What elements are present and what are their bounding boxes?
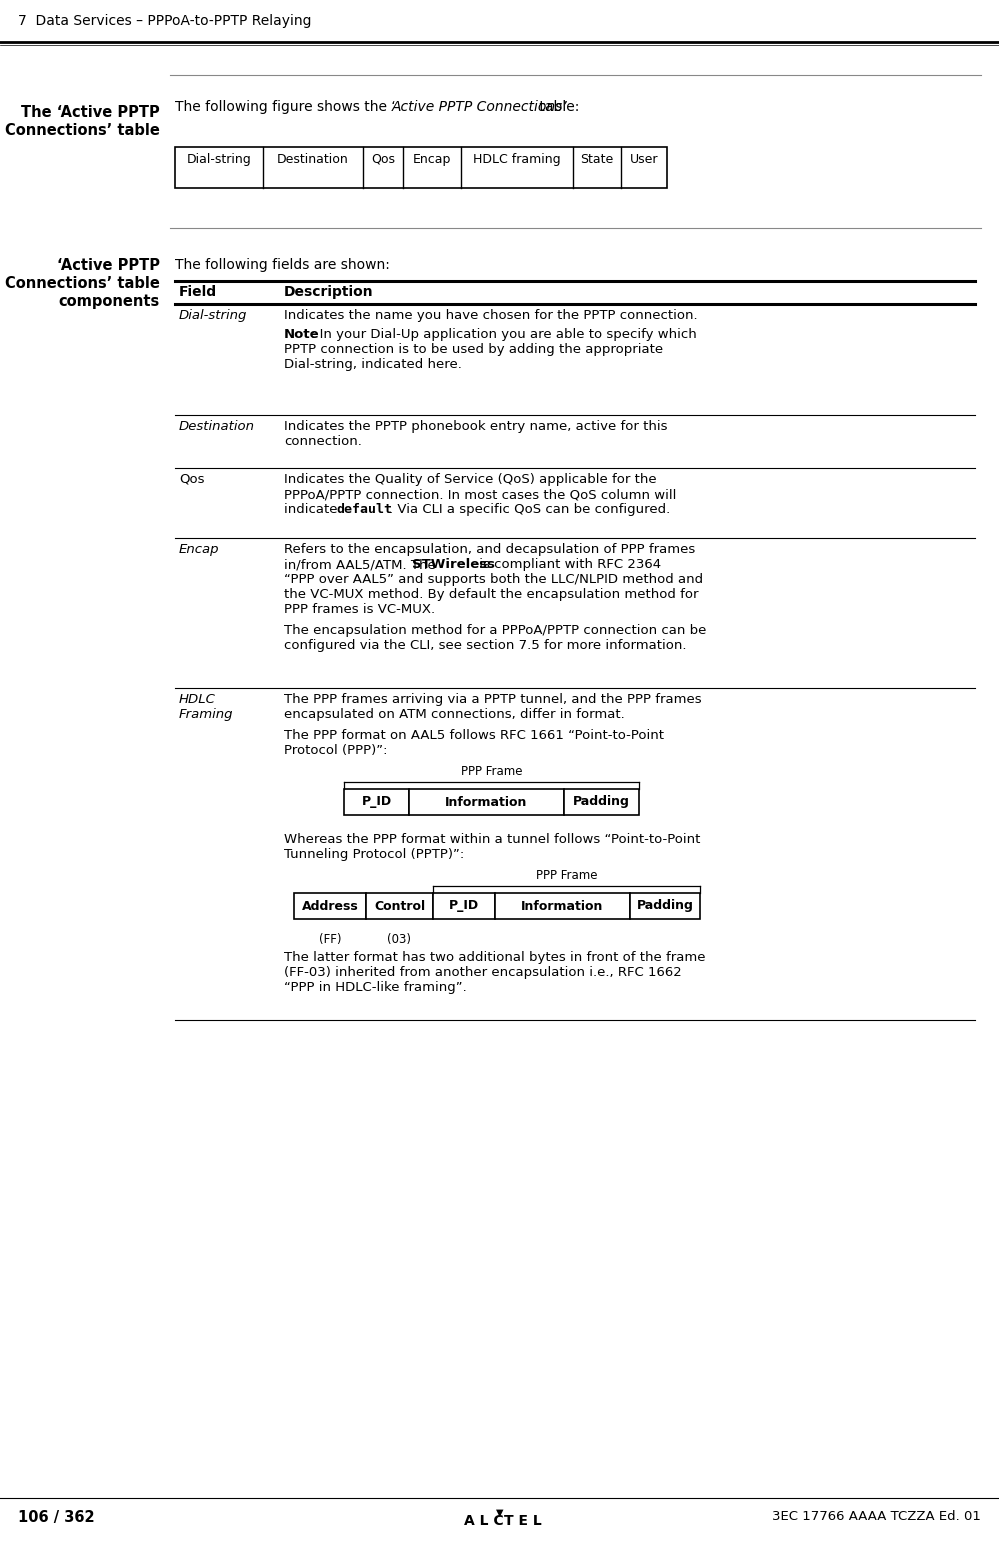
Text: Information: Information [521, 900, 603, 912]
Text: (03): (03) [387, 934, 411, 946]
Text: T E L: T E L [504, 1514, 542, 1528]
Text: Indicates the name you have chosen for the PPTP connection.: Indicates the name you have chosen for t… [284, 309, 697, 322]
Text: in/from AAL5/ATM. The: in/from AAL5/ATM. The [284, 559, 440, 571]
Text: Active PPTP Connections’: Active PPTP Connections’ [392, 100, 567, 114]
Text: The following figure shows the ‘: The following figure shows the ‘ [175, 100, 396, 114]
Text: Encap: Encap [413, 153, 452, 167]
Text: P_ID: P_ID [362, 796, 392, 809]
Bar [564, 788, 639, 815]
Text: Indicates the PPTP phonebook entry name, active for this: Indicates the PPTP phonebook entry name,… [284, 420, 667, 434]
Text: Address: Address [302, 900, 359, 912]
Text: Qos: Qos [371, 153, 395, 167]
Text: Field: Field [179, 285, 217, 299]
Text: components: components [59, 295, 160, 309]
Text: Indicates the Quality of Service (QoS) applicable for the: Indicates the Quality of Service (QoS) a… [284, 474, 656, 486]
Bar [344, 788, 409, 815]
Text: PPP Frame: PPP Frame [535, 869, 597, 883]
Text: Qos: Qos [179, 474, 205, 486]
Text: Dial-string: Dial-string [187, 153, 252, 167]
Text: configured via the CLI, see section 7.5 for more information.: configured via the CLI, see section 7.5 … [284, 639, 686, 653]
Bar [294, 893, 366, 920]
Text: Description: Description [284, 285, 374, 299]
Text: The encapsulation method for a PPPoA/PPTP connection can be: The encapsulation method for a PPPoA/PPT… [284, 623, 706, 637]
Text: Destination: Destination [179, 420, 255, 434]
Text: P_ID: P_ID [449, 900, 480, 912]
Text: HDLC: HDLC [179, 693, 216, 707]
Text: The PPP frames arriving via a PPTP tunnel, and the PPP frames: The PPP frames arriving via a PPTP tunne… [284, 693, 701, 707]
Text: . Via CLI a specific QoS can be configured.: . Via CLI a specific QoS can be configur… [389, 503, 670, 515]
Text: “PPP over AAL5” and supports both the LLC/NLPID method and: “PPP over AAL5” and supports both the LL… [284, 572, 703, 586]
Text: PPTP connection is to be used by adding the appropriate: PPTP connection is to be used by adding … [284, 343, 663, 356]
Text: 7  Data Services – PPPoA-to-PPTP Relaying: 7 Data Services – PPPoA-to-PPTP Relaying [18, 14, 312, 28]
Text: indicate: indicate [284, 503, 342, 515]
Bar [630, 893, 700, 920]
Bar [366, 893, 433, 920]
Text: default: default [337, 503, 393, 515]
Text: Framing: Framing [179, 708, 234, 721]
Text: The following fields are shown:: The following fields are shown: [175, 258, 390, 272]
Text: The latter format has two additional bytes in front of the frame: The latter format has two additional byt… [284, 950, 705, 964]
Text: Tunneling Protocol (PPTP)”:: Tunneling Protocol (PPTP)”: [284, 849, 465, 861]
Text: (FF): (FF) [319, 934, 342, 946]
Text: Control: Control [374, 900, 425, 912]
Text: A L C: A L C [465, 1514, 504, 1528]
Text: Protocol (PPP)”:: Protocol (PPP)”: [284, 744, 388, 758]
Text: The PPP format on AAL5 follows RFC 1661 “Point-to-Point: The PPP format on AAL5 follows RFC 1661 … [284, 728, 664, 742]
Text: State: State [580, 153, 613, 167]
Text: is compliant with RFC 2364: is compliant with RFC 2364 [475, 559, 660, 571]
Bar [175, 147, 667, 188]
Text: Dial-string: Dial-string [179, 309, 248, 322]
Text: connection.: connection. [284, 435, 362, 447]
Text: “PPP in HDLC-like framing”.: “PPP in HDLC-like framing”. [284, 981, 467, 994]
Text: HDLC framing: HDLC framing [474, 153, 560, 167]
Bar [409, 788, 564, 815]
Text: Padding: Padding [573, 796, 630, 809]
Text: encapsulated on ATM connections, differ in format.: encapsulated on ATM connections, differ … [284, 708, 624, 721]
Text: The ‘Active PPTP: The ‘Active PPTP [21, 105, 160, 120]
Text: : In your Dial-Up application you are able to specify which: : In your Dial-Up application you are ab… [312, 329, 697, 341]
Text: 106 / 362: 106 / 362 [18, 1511, 95, 1524]
Text: Refers to the encapsulation, and decapsulation of PPP frames: Refers to the encapsulation, and decapsu… [284, 543, 695, 555]
Text: Connections’ table: Connections’ table [5, 123, 160, 137]
Text: Whereas the PPP format within a tunnel follows “Point-to-Point: Whereas the PPP format within a tunnel f… [284, 833, 700, 846]
Bar [433, 893, 495, 920]
Text: Dial-string, indicated here.: Dial-string, indicated here. [284, 358, 462, 370]
Text: Note: Note [284, 329, 320, 341]
Text: STWireless: STWireless [412, 559, 495, 571]
Text: PPP Frame: PPP Frame [461, 765, 522, 778]
Text: Encap: Encap [179, 543, 220, 555]
Text: table:: table: [535, 100, 579, 114]
Text: (FF-03) inherited from another encapsulation i.e., RFC 1662: (FF-03) inherited from another encapsula… [284, 966, 681, 978]
Text: Information: Information [446, 796, 527, 809]
Bar [495, 893, 630, 920]
Text: PPPoA/PPTP connection. In most cases the QoS column will: PPPoA/PPTP connection. In most cases the… [284, 488, 676, 501]
Text: 3EC 17766 AAAA TCZZA Ed. 01: 3EC 17766 AAAA TCZZA Ed. 01 [772, 1511, 981, 1523]
Text: the VC-MUX method. By default the encapsulation method for: the VC-MUX method. By default the encaps… [284, 588, 698, 602]
Text: ▼: ▼ [496, 1508, 503, 1518]
Text: Destination: Destination [277, 153, 349, 167]
Text: User: User [629, 153, 658, 167]
Text: ‘Active PPTP: ‘Active PPTP [57, 258, 160, 273]
Text: Connections’ table: Connections’ table [5, 276, 160, 292]
Text: PPP frames is VC-MUX.: PPP frames is VC-MUX. [284, 603, 436, 616]
Text: Padding: Padding [636, 900, 693, 912]
